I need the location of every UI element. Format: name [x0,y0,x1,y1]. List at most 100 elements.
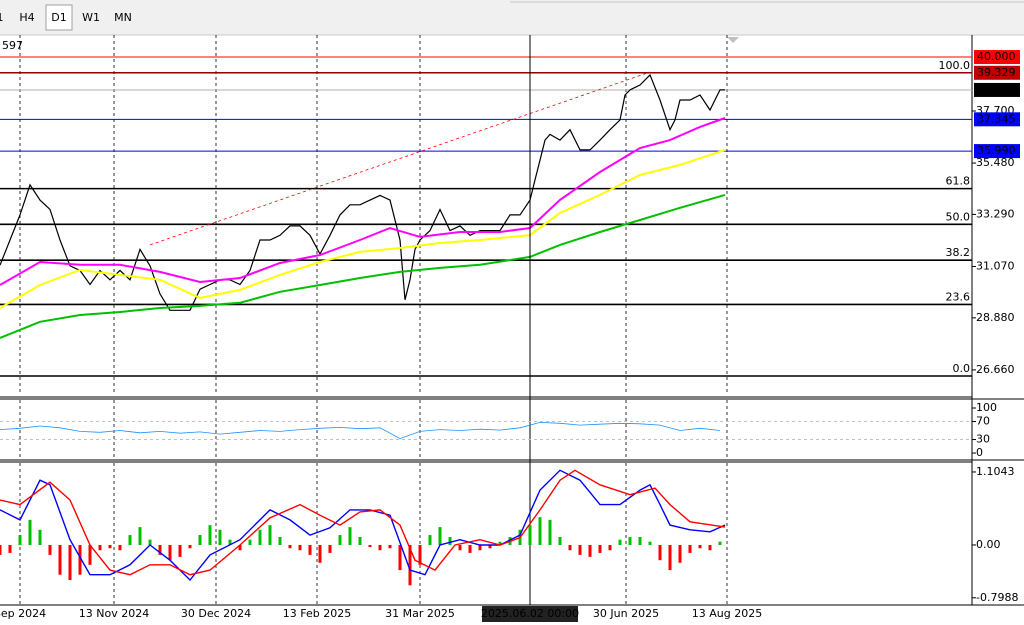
timeframe-button[interactable]: MN [114,11,132,24]
histogram-bar [418,544,422,565]
toolbar [0,0,1024,35]
y-tick-label: 30 [976,433,990,446]
histogram-bar [428,535,432,545]
fib-label: 0.0 [953,362,971,375]
moving-average [0,193,726,339]
x-tick-label: 13 Feb 2025 [283,607,351,620]
histogram-bar [328,544,332,553]
histogram-bar [78,544,82,575]
histogram-bar [598,544,602,553]
x-tick-label: 31 Mar 2025 [385,607,455,620]
histogram-bar [578,544,582,555]
histogram-bar [188,544,192,549]
histogram-bar [48,544,52,555]
fib-label: 50.0 [946,210,971,223]
histogram-bar [618,539,622,545]
histogram-bar [268,525,272,545]
histogram-bar [28,519,32,545]
price-tag-label: 40.000 [977,50,1016,63]
timeframe-button[interactable]: H4 [19,11,34,24]
rsi-line [0,421,721,440]
grid-layer [19,35,728,605]
histogram-bar [178,544,182,557]
moving-average [0,117,726,286]
histogram-bar [448,537,452,545]
shift-marker [727,37,739,43]
fib-label: 38.2 [946,246,971,259]
timeframe-button[interactable]: W1 [82,11,100,24]
histogram-bar [348,527,352,545]
histogram-bar [528,525,532,545]
x-tick-label: 30 Jun 2025 [593,607,659,620]
histogram-bar [658,544,662,561]
timeframe-bar: 1 H4 D1 W1 MN [0,4,132,31]
histogram-bar [398,544,402,571]
histogram-bar [128,535,132,545]
histogram-bar [678,544,682,563]
histogram-bar [488,544,492,549]
timeframe-button[interactable]: D1 [51,11,66,24]
price-tag [974,65,1020,80]
crosshair-label: 2025.06.02 00:00 [481,607,579,620]
x-tick-label: 30 Dec 2024 [181,607,251,620]
histogram-bar [688,544,692,553]
histogram-bar [218,529,222,545]
histogram-bar [108,544,112,549]
histogram-bar [458,544,462,551]
fib-label: 23.6 [946,290,971,303]
trend-line [149,71,651,246]
histogram-bar [0,544,2,555]
price-line-series [0,73,725,311]
histogram-bar [478,544,482,551]
histogram-bar [8,544,12,553]
macd-line [0,469,726,576]
histogram-bar [708,544,712,551]
histogram-bar [258,529,262,545]
timeframe-button[interactable]: 1 [0,11,4,24]
price-tag [974,50,1020,65]
histogram-bar [288,544,292,549]
histogram-bar [238,544,242,551]
histogram-bar [148,539,152,545]
histogram-bar [608,544,612,551]
price-tag-label: 37.345 [977,112,1016,125]
histogram-bar [538,517,542,545]
price-tag-label: 35.990 [977,144,1016,157]
histogram-bar [38,529,42,545]
histogram-bar [308,544,312,555]
fib-label: 100.0 [939,59,971,72]
histogram-bar [668,544,672,571]
histogram-bar [498,541,502,545]
histogram-bar [158,544,162,555]
histogram-bar [588,544,592,557]
histogram-bar [58,544,62,575]
histogram-bar [98,544,102,551]
histogram-bar [358,537,362,545]
y-tick-label: 31.070 [976,259,1015,272]
y-tick-label: 100 [976,401,997,414]
histogram-bar [718,541,722,545]
price-tag [974,144,1020,159]
histogram-bar [88,544,92,565]
moving-average [0,148,726,309]
histogram-bar [338,535,342,545]
histogram-bar [318,544,322,563]
histogram-bar [168,544,172,561]
histogram-bar [298,544,302,551]
histogram-bar [138,527,142,545]
histogram-bar [278,537,282,545]
histogram-bar [438,527,442,545]
y-tick-label: 35.480 [976,156,1015,169]
y-tick-label: 70 [976,415,990,428]
timeframe-selected [45,4,73,31]
histogram-bar [208,525,212,545]
histogram-bar [648,541,652,545]
price-tag [974,82,1020,97]
histogram-bar [628,537,632,545]
histogram-bar [68,544,72,581]
fib-label: 61.8 [946,175,971,188]
y-tick-label: -0.7988 [976,591,1018,604]
